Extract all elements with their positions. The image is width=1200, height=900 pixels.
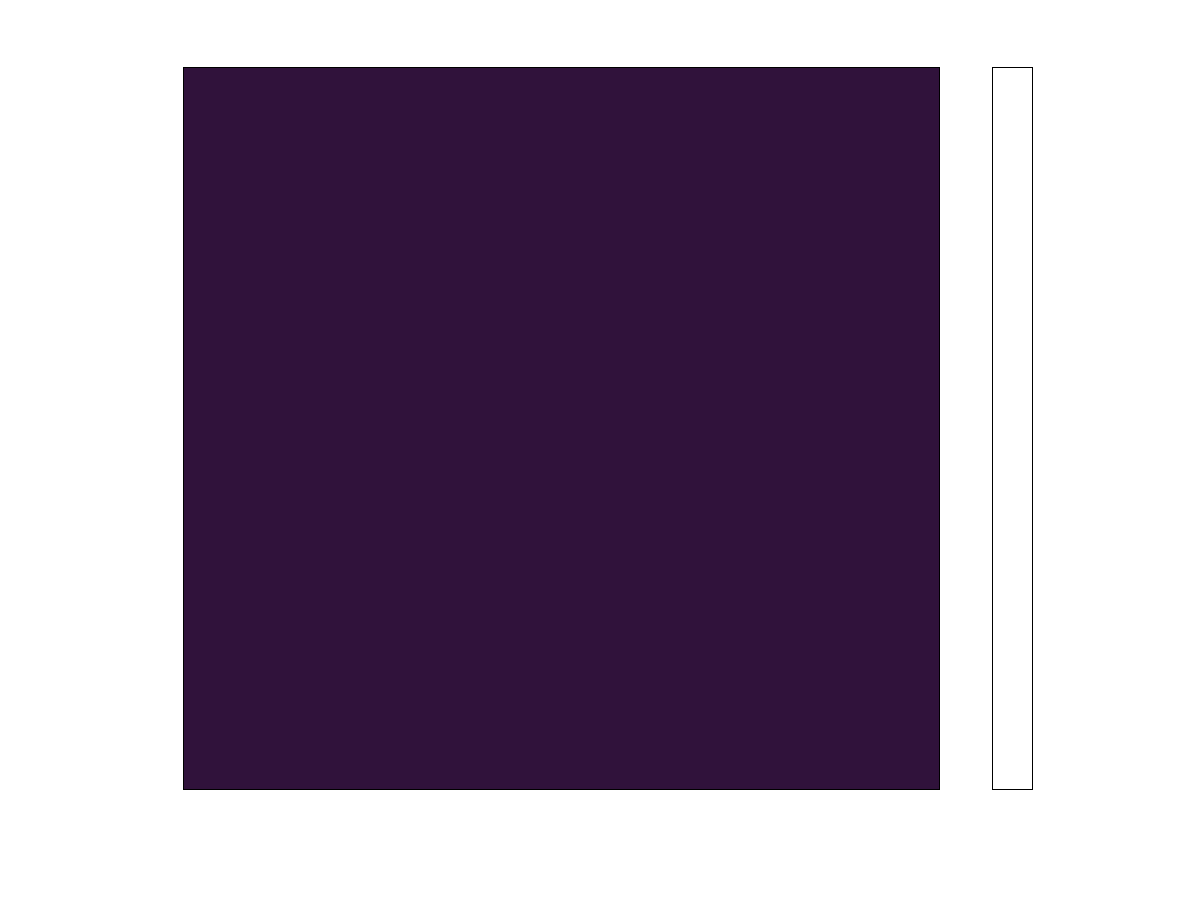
heatmap-canvas: [184, 68, 939, 789]
colorbar-gradient: [993, 68, 1032, 789]
colorbar: [992, 67, 1033, 790]
plot-area: [183, 67, 940, 790]
